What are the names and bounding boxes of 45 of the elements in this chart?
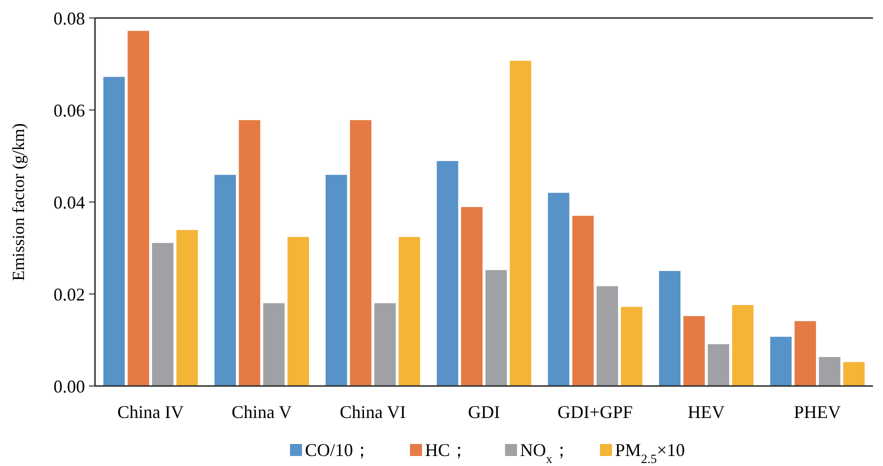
bar: [548, 192, 570, 386]
x-tick-label: GDI+GPF: [558, 402, 633, 422]
legend-label: HC；: [425, 440, 468, 460]
bar: [152, 242, 174, 386]
legend-label: PM$_{2.5}$×10: [615, 440, 685, 466]
bar: [485, 270, 507, 386]
y-tick-label: 0.02: [54, 284, 85, 304]
bar: [510, 60, 532, 386]
bar: [326, 174, 348, 386]
bar: [843, 362, 865, 386]
x-tick-label: China IV: [117, 402, 184, 422]
bar: [818, 357, 840, 386]
bar: [128, 30, 150, 386]
bar: [770, 336, 792, 386]
bar: [572, 216, 594, 386]
bar: [436, 161, 458, 386]
y-tick-label: 0.08: [54, 8, 85, 28]
bar: [708, 344, 730, 386]
legend-label: CO/10；: [305, 440, 372, 460]
bar: [263, 303, 285, 386]
y-axis-title: Emission factor (g/km): [9, 123, 28, 281]
bar: [596, 286, 618, 386]
bar: [732, 305, 754, 386]
bar: [214, 174, 236, 386]
bar: [461, 207, 483, 386]
bar: [683, 316, 705, 386]
bar: [238, 120, 260, 386]
bar: [794, 321, 816, 386]
x-tick-label: China V: [232, 402, 292, 422]
bar: [659, 271, 680, 386]
bar: [374, 303, 396, 386]
y-tick-label: 0.06: [54, 100, 85, 120]
legend-label: NO$_{x}$；: [520, 440, 570, 466]
bar: [398, 236, 420, 386]
x-tick-label: PHEV: [794, 402, 841, 422]
x-tick-label: China VI: [340, 402, 406, 422]
bar: [176, 230, 198, 386]
bar: [350, 120, 372, 386]
x-tick-label: GDI: [468, 402, 500, 422]
y-tick-label: 0.04: [54, 192, 85, 212]
bar: [288, 236, 309, 386]
bar: [620, 306, 642, 386]
bar: [103, 76, 125, 386]
x-tick-label: HEV: [688, 402, 725, 422]
y-tick-label: 0.00: [54, 376, 85, 396]
